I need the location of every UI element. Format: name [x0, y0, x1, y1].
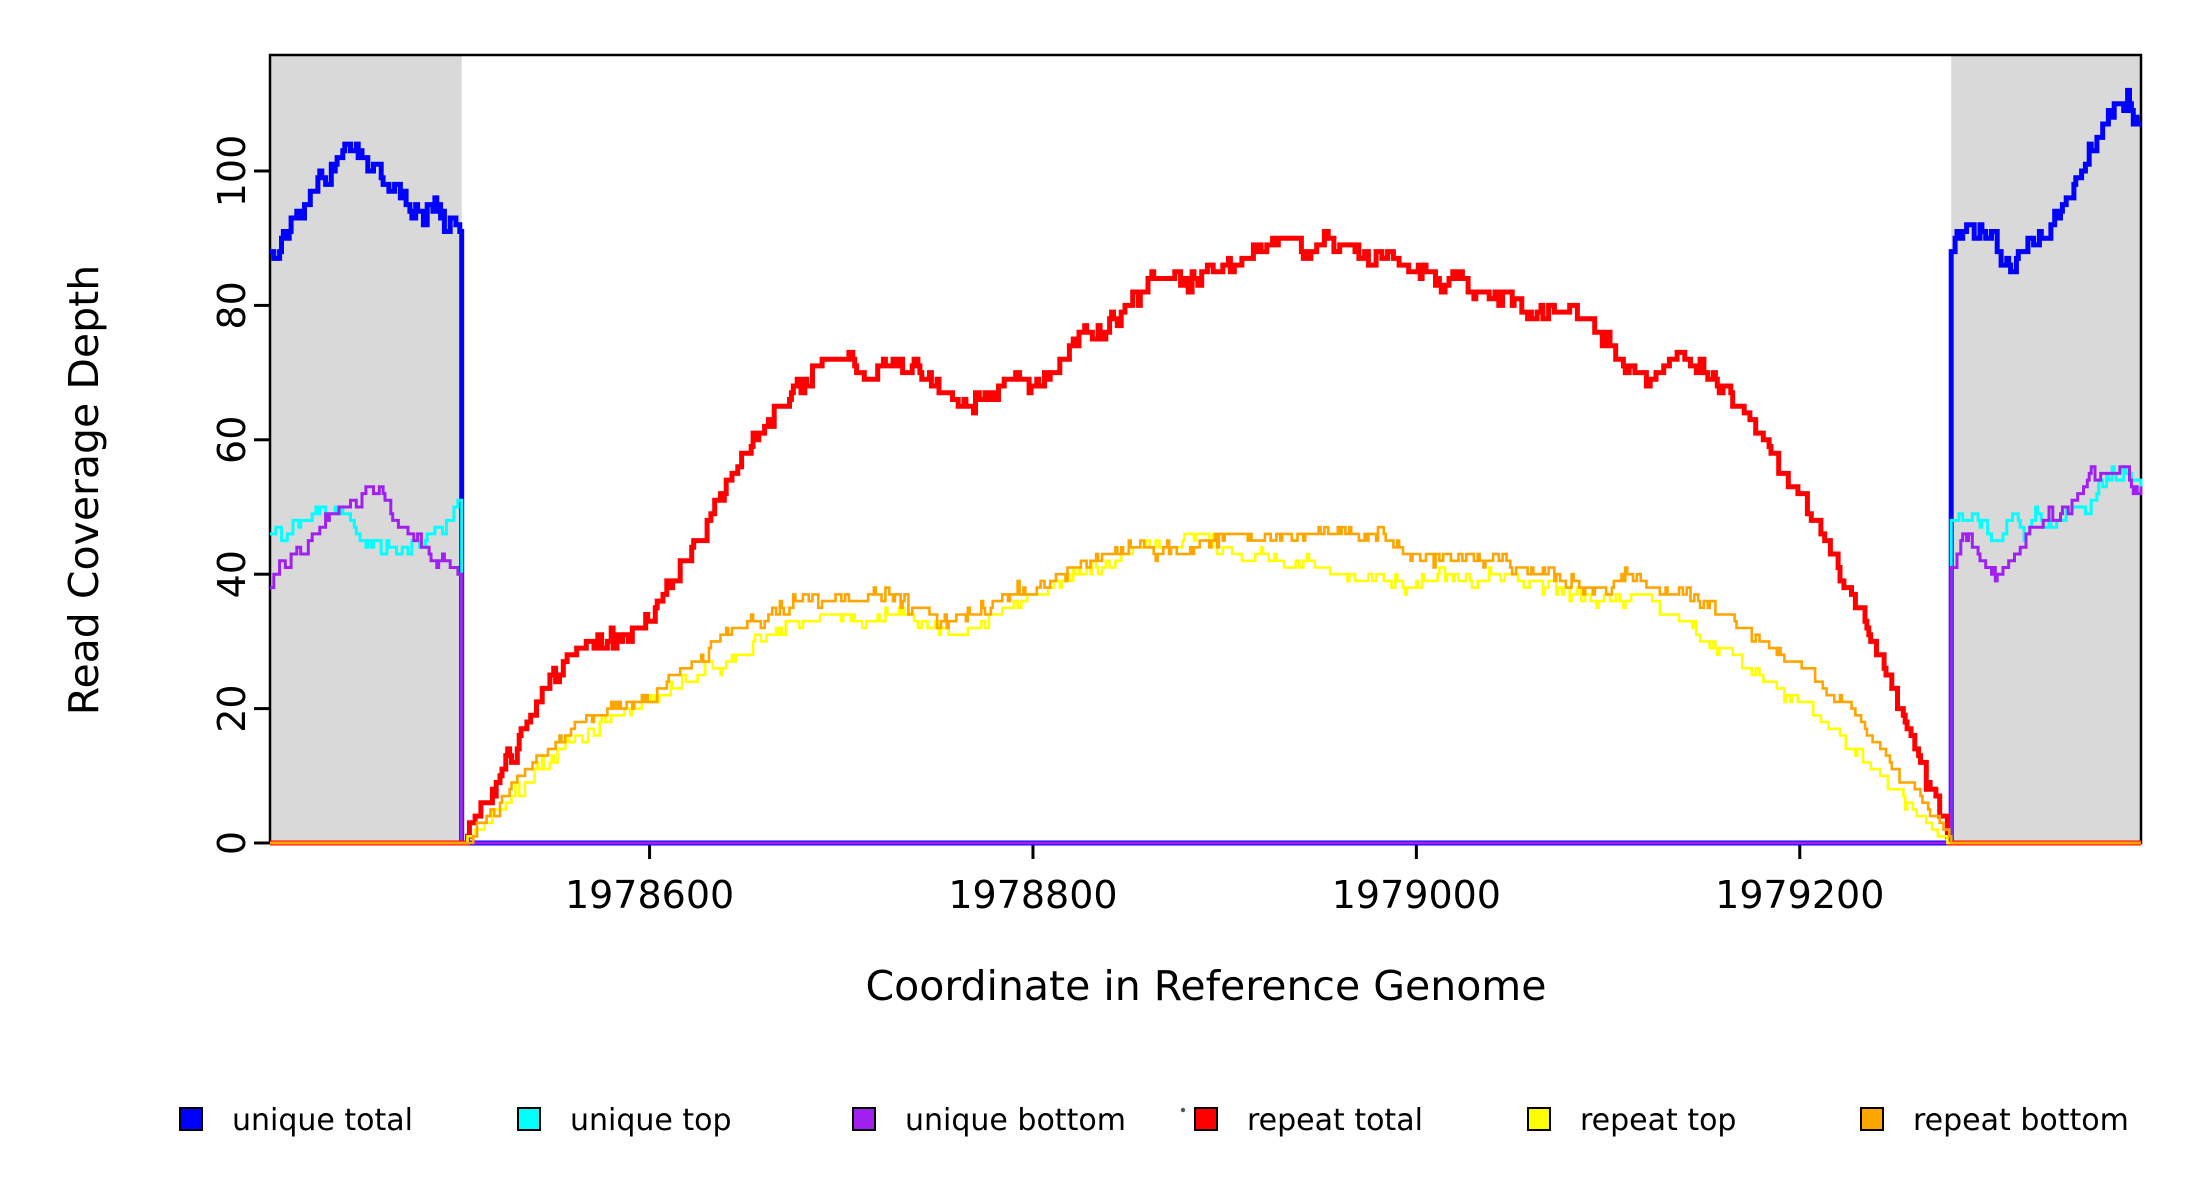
- legend-item-unique-top: unique top: [517, 1103, 732, 1138]
- legend: unique total unique top unique bottom repea…: [179, 1103, 2129, 1138]
- legend-artifact-dot: [1180, 1107, 1186, 1113]
- y-tick-label: 0: [210, 831, 254, 855]
- y-tick-label: 40: [210, 550, 254, 598]
- shaded-region-left-unique-flank: [270, 55, 462, 843]
- legend-label: repeat top: [1580, 1103, 1736, 1138]
- legend-label: repeat total: [1247, 1103, 1423, 1138]
- plot-area: 1978600 1978800 1979000 1979200 0 20 40 60 80 100: [210, 53, 2143, 917]
- legend-item-unique-bottom: unique bottom: [852, 1103, 1126, 1138]
- legend-swatch-repeat-bottom: [1860, 1107, 1884, 1131]
- x-tick-label: 1979200: [1715, 873, 1884, 917]
- plot-frame: [268, 53, 2143, 845]
- series-unique-top-line: [270, 465, 2143, 845]
- x-tick-label: 1978600: [565, 873, 734, 917]
- legend-swatch-unique-bottom: [852, 1107, 876, 1131]
- legend-item-unique-total: unique total: [179, 1103, 413, 1138]
- shaded-region-right-unique-flank: [1951, 55, 2141, 843]
- y-tick-label: 20: [210, 684, 254, 732]
- legend-swatch-repeat-total: [1194, 1107, 1218, 1131]
- legend-item-repeat-top: repeat top: [1527, 1103, 1736, 1138]
- y-axis-title: Read Coverage Depth: [60, 265, 108, 715]
- legend-swatch-unique-top: [517, 1107, 541, 1131]
- legend-swatch-repeat-top: [1527, 1107, 1551, 1131]
- legend-label: unique bottom: [905, 1103, 1126, 1138]
- x-tick-label: 1978800: [948, 873, 1117, 917]
- series-repeat-top-line: [270, 532, 2141, 845]
- y-tick-label: 80: [210, 281, 254, 329]
- series-unique-total-line: [270, 87, 2141, 846]
- y-tick-label: 100: [210, 135, 254, 208]
- series-repeat-total-line: [270, 229, 2141, 846]
- legend-swatch-unique-total: [179, 1107, 203, 1131]
- legend-label: unique total: [232, 1103, 413, 1138]
- series-repeat-bottom-line: [270, 525, 2141, 845]
- legend-label: unique top: [570, 1103, 732, 1138]
- x-tick-label: 1979000: [1332, 873, 1501, 917]
- legend-item-repeat-total: repeat total: [1194, 1103, 1423, 1138]
- series-unique-bottom-line: [270, 465, 2143, 845]
- legend-item-repeat-bottom: repeat bottom: [1860, 1103, 2129, 1138]
- x-axis-title: Coordinate in Reference Genome: [866, 962, 1547, 1010]
- axes: 1978600 1978800 1979000 1979200 0 20 40 60 80 100: [210, 135, 1884, 917]
- legend-label: repeat bottom: [1913, 1103, 2129, 1138]
- y-tick-label: 60: [210, 416, 254, 464]
